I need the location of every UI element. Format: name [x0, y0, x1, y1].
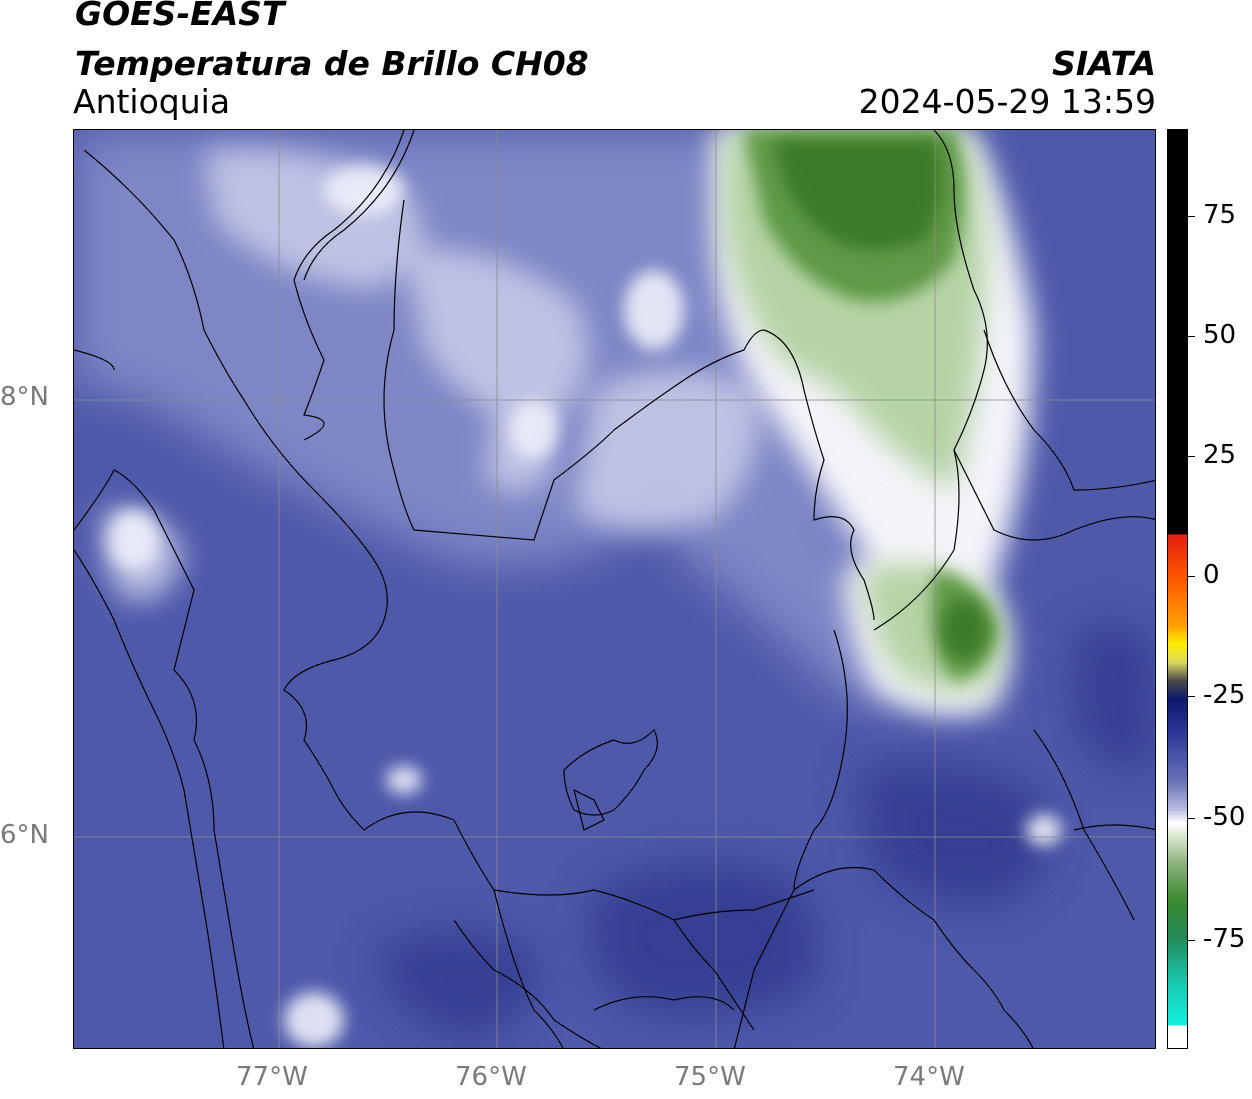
colorbar-tick [1188, 940, 1195, 941]
boundaries [74, 130, 1155, 1048]
colorbar-label-50: 50 [1203, 320, 1237, 350]
product-title: Temperatura de Brillo CH08 [75, 44, 589, 83]
lat-tick-8n: 8°N [0, 382, 49, 412]
map-gridlines [74, 130, 1155, 1048]
temperature-colorbar [1167, 129, 1188, 1049]
colorbar-tick [1188, 336, 1195, 337]
bright-cloud-spots [109, 165, 1062, 1048]
lon-tick-74w: 74°W [893, 1062, 965, 1092]
satellite-map[interactable] [73, 129, 1156, 1049]
lon-tick-76w: 76°W [455, 1062, 527, 1092]
colorbar-label-minus50: -50 [1203, 802, 1246, 832]
satellite-title: GOES-EAST [75, 0, 285, 33]
lon-tick-77w: 77°W [236, 1062, 308, 1092]
colorbar-tick [1188, 216, 1195, 217]
colorbar-label-0: 0 [1203, 560, 1220, 590]
colorbar-label-25: 25 [1203, 440, 1237, 470]
lon-tick-75w: 75°W [674, 1062, 746, 1092]
colorbar-tick [1188, 456, 1195, 457]
region-label: Antioquia [73, 82, 231, 121]
colorbar-tick [1188, 696, 1195, 697]
colorbar-tick [1188, 818, 1195, 819]
organization-label: SIATA [1052, 44, 1156, 83]
colorbar-label-75: 75 [1203, 200, 1237, 230]
colorbar-gradient [1168, 130, 1187, 1048]
colorbar-tick [1188, 576, 1195, 577]
datetime-label: 2024-05-29 13:59 [858, 82, 1156, 121]
cold-core-inner [774, 140, 986, 660]
map-canvas [74, 130, 1155, 1048]
colorbar-label-minus25: -25 [1203, 680, 1246, 710]
lat-tick-6n: 6°N [0, 820, 49, 850]
colorbar-label-minus75: -75 [1203, 924, 1246, 954]
